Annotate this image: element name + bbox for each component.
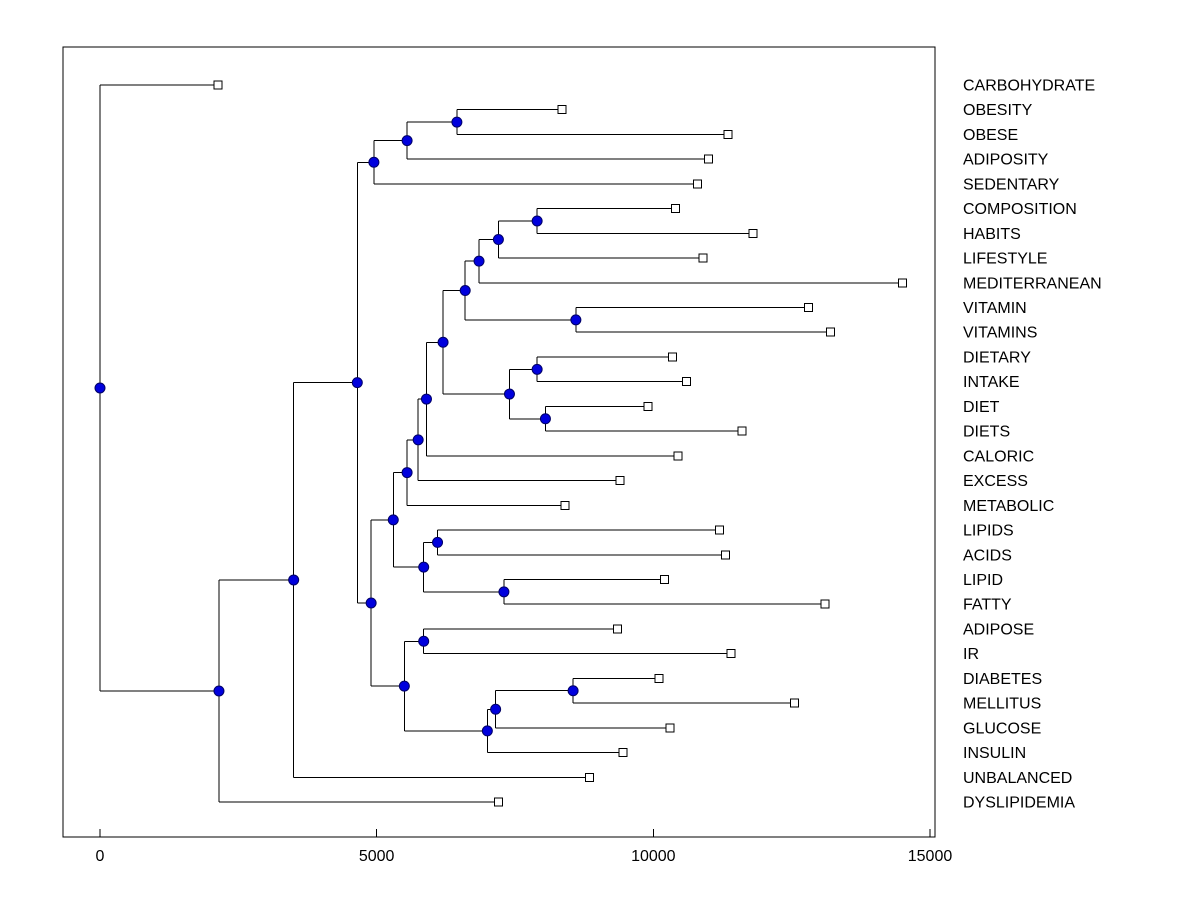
cluster-node-marker: [503, 388, 515, 400]
leaf-marker: [213, 80, 223, 90]
cluster-node-marker: [418, 561, 430, 573]
leaf-label-vitamin: VITAMIN: [963, 300, 1027, 317]
x-tick-label: 0: [96, 848, 105, 865]
leaf-label-dietary: DIETARY: [963, 349, 1031, 366]
leaf-marker: [820, 599, 830, 609]
leaf-labels: CARBOHYDRATE OBESITY OBESE ADIPOSITY SEDENTA…: [963, 78, 1102, 812]
cluster-node-marker: [481, 725, 493, 737]
plot-border: [62, 46, 936, 838]
x-tick-label: 15000: [908, 848, 953, 865]
leaf-marker: [693, 179, 703, 189]
cluster-node-marker: [531, 215, 543, 227]
markers: [94, 80, 907, 807]
cluster-node-marker: [492, 234, 504, 246]
leaf-label-mediterranean: MEDITERRANEAN: [963, 275, 1102, 292]
cluster-node-marker: [94, 382, 106, 394]
leaf-label-dyslipidemia: DYSLIPIDEMIA: [963, 795, 1075, 812]
cluster-node-marker: [213, 685, 225, 697]
cluster-node-marker: [490, 703, 502, 715]
leaf-label-obesity: OBESITY: [963, 102, 1033, 119]
leaf-label-caloric: CALORIC: [963, 448, 1034, 465]
cluster-node-marker: [365, 597, 377, 609]
cluster-node-marker: [570, 314, 582, 326]
cluster-node-marker: [351, 377, 363, 389]
leaf-marker: [585, 772, 595, 782]
leaf-label-acids: ACIDS: [963, 547, 1012, 564]
cluster-node-marker: [437, 336, 449, 348]
cluster-node-marker: [473, 255, 485, 267]
cluster-node-marker: [387, 514, 399, 526]
leaf-label-vitamins: VITAMINS: [963, 325, 1037, 342]
leaf-label-intake: INTAKE: [963, 374, 1020, 391]
cluster-node-marker: [418, 635, 430, 647]
leaf-marker: [726, 649, 736, 659]
cluster-node-marker: [498, 586, 510, 598]
leaf-label-adipose: ADIPOSE: [963, 621, 1034, 638]
leaf-label-obese: OBESE: [963, 127, 1018, 144]
leaf-marker: [668, 352, 678, 362]
leaf-label-excess: EXCESS: [963, 473, 1028, 490]
leaf-label-diets: DIETS: [963, 424, 1010, 441]
cluster-node-marker: [567, 685, 579, 697]
leaf-marker: [615, 476, 625, 486]
cluster-node-marker: [401, 135, 413, 147]
x-axis: 0 5000 10000 15000: [96, 829, 953, 865]
cluster-node-marker: [531, 363, 543, 375]
cluster-node-marker: [288, 574, 300, 586]
leaf-marker: [670, 204, 680, 214]
cluster-node-marker: [368, 156, 380, 168]
leaf-marker: [789, 698, 799, 708]
leaf-label-insulin: INSULIN: [963, 745, 1026, 762]
cluster-node-marker: [451, 116, 463, 128]
leaf-marker: [618, 748, 628, 758]
leaf-marker: [659, 574, 669, 584]
leaf-label-lipid: LIPID: [963, 572, 1003, 589]
cluster-node-marker: [420, 393, 432, 405]
cluster-node-marker: [432, 536, 444, 548]
leaf-label-mellitus: MELLITUS: [963, 696, 1041, 713]
leaf-label-carbohydrate: CARBOHYDRATE: [963, 78, 1095, 95]
leaf-marker: [723, 129, 733, 139]
leaf-marker: [825, 327, 835, 337]
leaf-label-metabolic: METABOLIC: [963, 498, 1054, 515]
leaf-marker: [560, 500, 570, 510]
leaf-marker: [698, 253, 708, 263]
leaf-marker: [673, 451, 683, 461]
x-tick-label: 5000: [359, 848, 395, 865]
leaf-marker: [748, 228, 758, 238]
leaf-marker: [493, 797, 503, 807]
leaf-label-ir: IR: [963, 646, 979, 663]
leaf-label-habits: HABITS: [963, 226, 1021, 243]
leaf-label-unbalanced: UNBALANCED: [963, 770, 1072, 787]
leaf-label-composition: COMPOSITION: [963, 201, 1077, 218]
leaf-label-adiposity: ADIPOSITY: [963, 152, 1049, 169]
leaf-marker: [643, 401, 653, 411]
leaf-marker: [897, 278, 907, 288]
leaf-marker: [557, 105, 567, 115]
leaf-marker: [612, 624, 622, 634]
leaf-label-fatty: FATTY: [963, 597, 1012, 614]
cluster-node-marker: [401, 467, 413, 479]
leaf-marker: [654, 673, 664, 683]
leaf-label-diabetes: DIABETES: [963, 671, 1042, 688]
leaf-marker: [704, 154, 714, 164]
leaf-marker: [682, 377, 692, 387]
cluster-node-marker: [412, 434, 424, 446]
leaf-label-sedentary: SEDENTARY: [963, 176, 1060, 193]
cluster-node-marker: [539, 413, 551, 425]
leaf-marker: [737, 426, 747, 436]
leaf-marker: [803, 303, 813, 313]
leaf-marker: [665, 723, 675, 733]
x-tick-label: 10000: [631, 848, 676, 865]
leaf-marker: [715, 525, 725, 535]
cluster-node-marker: [398, 680, 410, 692]
cluster-node-marker: [459, 285, 471, 297]
leaf-label-glucose: GLUCOSE: [963, 720, 1041, 737]
leaf-label-diet: DIET: [963, 399, 1000, 416]
leaf-marker: [720, 550, 730, 560]
leaf-label-lipids: LIPIDS: [963, 523, 1014, 540]
leaf-label-lifestyle: LIFESTYLE: [963, 251, 1047, 268]
